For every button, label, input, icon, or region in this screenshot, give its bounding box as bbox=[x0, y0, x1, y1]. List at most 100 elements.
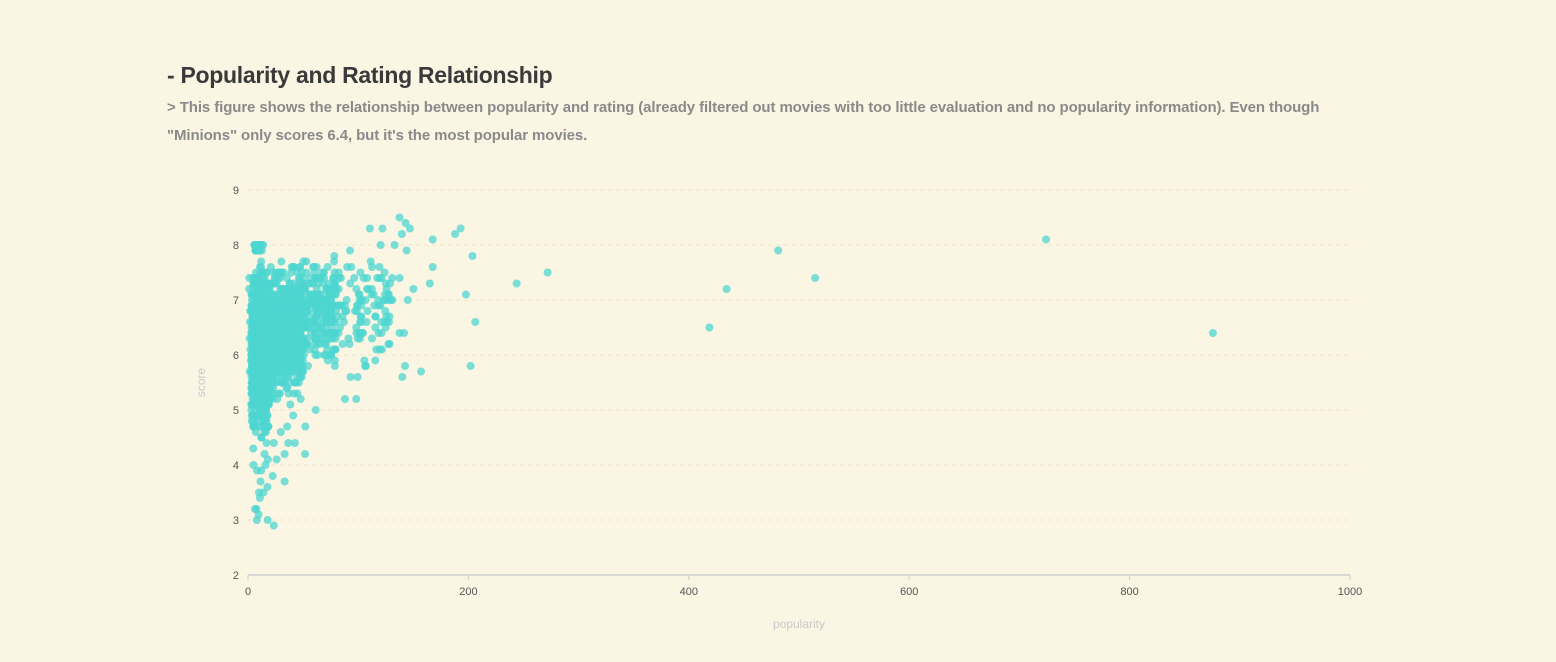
data-point bbox=[251, 505, 260, 513]
chart-description: > This figure shows the relationship bet… bbox=[167, 99, 1320, 144]
data-point bbox=[346, 279, 355, 288]
data-point bbox=[395, 274, 404, 282]
data-point bbox=[246, 345, 255, 354]
data-point bbox=[253, 362, 262, 370]
data-point bbox=[298, 362, 307, 370]
data-point bbox=[261, 461, 270, 469]
data-point bbox=[428, 263, 437, 271]
data-point bbox=[275, 301, 284, 310]
data-point bbox=[262, 439, 271, 447]
data-point bbox=[289, 411, 298, 420]
data-point bbox=[268, 323, 277, 332]
data-point bbox=[254, 400, 263, 409]
axes: 2 3 4 5 6 7 8 9 0 200 400 600 800 1000 popularity score bbox=[194, 185, 1362, 631]
data-point bbox=[249, 461, 258, 469]
data-point bbox=[367, 334, 376, 343]
data-point bbox=[395, 329, 404, 337]
data-point bbox=[321, 307, 330, 315]
data-point bbox=[346, 373, 355, 381]
data-point bbox=[722, 285, 731, 293]
data-point bbox=[301, 301, 310, 310]
data-point bbox=[388, 274, 397, 282]
data-point bbox=[512, 279, 521, 288]
x-tick-label: 600 bbox=[900, 586, 918, 598]
data-point bbox=[346, 246, 355, 255]
data-point bbox=[276, 290, 285, 299]
data-point bbox=[310, 345, 319, 354]
x-tick-label: 0 bbox=[245, 586, 251, 598]
data-point bbox=[375, 274, 384, 282]
data-point bbox=[266, 301, 275, 310]
data-point bbox=[466, 362, 475, 370]
data-point bbox=[245, 334, 254, 343]
data-point bbox=[301, 340, 310, 348]
data-point bbox=[282, 362, 291, 370]
data-point bbox=[246, 307, 255, 315]
data-point bbox=[774, 246, 783, 255]
y-tick-label: 6 bbox=[233, 350, 239, 362]
x-tick-label: 200 bbox=[459, 586, 477, 598]
data-point bbox=[388, 296, 397, 304]
data-point bbox=[330, 362, 339, 370]
data-point bbox=[275, 323, 284, 332]
data-point bbox=[375, 345, 384, 354]
data-point bbox=[300, 285, 309, 293]
data-point bbox=[345, 340, 354, 348]
data-point bbox=[247, 400, 256, 409]
data-point bbox=[254, 351, 263, 359]
y-tick-label: 2 bbox=[233, 570, 239, 582]
data-point bbox=[254, 318, 263, 326]
data-point bbox=[361, 362, 370, 370]
data-point bbox=[331, 345, 340, 354]
data-point bbox=[287, 329, 296, 337]
data-point bbox=[284, 439, 293, 447]
y-tick-label: 9 bbox=[233, 185, 239, 197]
data-point bbox=[403, 296, 412, 304]
data-point bbox=[384, 340, 393, 348]
data-point bbox=[405, 224, 414, 233]
data-point bbox=[266, 378, 275, 387]
data-point bbox=[377, 329, 386, 337]
data-point bbox=[300, 323, 309, 332]
data-point bbox=[340, 301, 349, 310]
data-point bbox=[320, 351, 329, 359]
data-point bbox=[276, 428, 285, 436]
data-point bbox=[543, 268, 552, 277]
y-tick-label: 3 bbox=[233, 515, 239, 527]
data-point bbox=[289, 389, 298, 398]
y-tick-label: 7 bbox=[233, 295, 239, 307]
data-point bbox=[334, 268, 343, 277]
data-point bbox=[417, 367, 426, 376]
data-point bbox=[705, 323, 714, 332]
data-point bbox=[269, 521, 278, 530]
data-point bbox=[363, 274, 372, 282]
data-point bbox=[280, 477, 289, 486]
data-point bbox=[286, 279, 295, 288]
data-point bbox=[361, 296, 370, 304]
data-point bbox=[338, 340, 347, 348]
data-point bbox=[259, 241, 268, 249]
data-point bbox=[332, 285, 341, 293]
page-title: - Popularity and Rating Relationship bbox=[167, 62, 553, 88]
data-point bbox=[245, 367, 254, 376]
data-point bbox=[287, 307, 296, 315]
data-point bbox=[266, 345, 275, 354]
data-point bbox=[380, 318, 389, 326]
data-point bbox=[353, 301, 362, 310]
data-point bbox=[352, 395, 361, 403]
data-point bbox=[343, 263, 352, 271]
data-points bbox=[245, 213, 1217, 530]
data-point bbox=[254, 246, 263, 255]
data-point bbox=[291, 334, 300, 343]
data-point bbox=[327, 318, 336, 326]
data-point bbox=[288, 367, 297, 376]
data-point bbox=[451, 230, 460, 238]
data-point bbox=[456, 224, 465, 233]
data-point bbox=[270, 340, 279, 348]
data-point bbox=[339, 318, 348, 326]
data-point bbox=[323, 263, 332, 271]
data-point bbox=[291, 378, 300, 387]
data-point bbox=[303, 362, 312, 370]
data-point bbox=[257, 373, 266, 381]
